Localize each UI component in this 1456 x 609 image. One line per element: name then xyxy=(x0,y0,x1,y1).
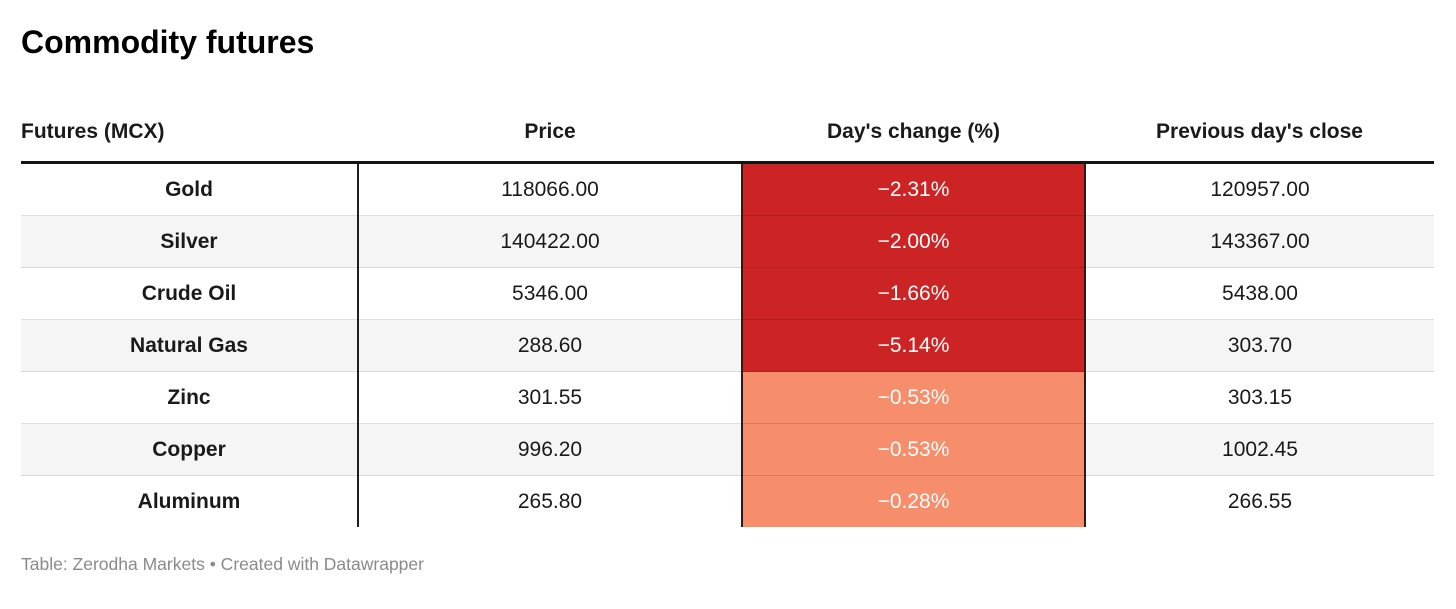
table-row: Copper 996.20 −0.53% 1002.45 xyxy=(21,423,1434,476)
attribution-footer: Table: Zerodha Markets • Created with Da… xyxy=(21,554,424,574)
table-body: Gold 118066.00 −2.31% 120957.00 Silver 140422… xyxy=(21,162,1434,527)
table-row: Natural Gas 288.60 −5.14% 303.70 xyxy=(21,319,1434,372)
days-change-cell: −0.53% xyxy=(741,371,1086,424)
prev-close-cell: 1002.45 xyxy=(1085,423,1434,476)
prev-close-cell: 5438.00 xyxy=(1085,267,1434,320)
days-change-cell: −5.14% xyxy=(741,319,1086,372)
price-cell: 5346.00 xyxy=(358,267,742,320)
commodity-futures-widget: Commodity futures Futures (MCX) Price Da… xyxy=(0,24,1456,575)
header-change: Day's change (%) xyxy=(826,120,1001,143)
prev-close-cell: 266.55 xyxy=(1085,475,1434,527)
price-cell: 288.60 xyxy=(358,319,742,372)
table-row: Zinc 301.55 −0.53% 303.15 xyxy=(21,371,1434,424)
price-cell: 265.80 xyxy=(358,475,742,527)
futures-name-cell: Crude Oil xyxy=(21,267,359,320)
table-header: Futures (MCX) Price Day's change (%) Pre… xyxy=(21,60,1434,163)
header-futures: Futures (MCX) xyxy=(21,120,165,143)
price-cell: 301.55 xyxy=(358,371,742,424)
price-cell: 140422.00 xyxy=(358,215,742,268)
futures-name-cell: Silver xyxy=(21,215,359,268)
page-title: Commodity futures xyxy=(21,24,315,60)
futures-name-cell: Gold xyxy=(21,162,359,216)
days-change-cell: −2.31% xyxy=(741,162,1086,216)
header-price: Price xyxy=(524,120,576,143)
table-row: Gold 118066.00 −2.31% 120957.00 xyxy=(21,162,1434,216)
futures-name-cell: Copper xyxy=(21,423,359,476)
futures-name-cell: Aluminum xyxy=(21,475,359,527)
table-row: Silver 140422.00 −2.00% 143367.00 xyxy=(21,215,1434,268)
futures-name-cell: Zinc xyxy=(21,371,359,424)
prev-close-cell: 303.70 xyxy=(1085,319,1434,372)
prev-close-cell: 120957.00 xyxy=(1210,177,1310,201)
table-row: Aluminum 265.80 −0.28% 266.55 xyxy=(21,475,1434,527)
prev-close-cell: 143367.00 xyxy=(1085,215,1434,268)
days-change-cell: −0.28% xyxy=(741,475,1086,527)
days-change-cell: −1.66% xyxy=(741,267,1086,320)
header-prev-close: Previous day's close xyxy=(1156,120,1363,143)
commodity-futures-table: Futures (MCX) Price Day's change (%) Pre… xyxy=(21,60,1434,527)
days-change-cell: −0.53% xyxy=(741,423,1086,476)
days-change-cell: −2.00% xyxy=(741,215,1086,268)
price-cell: 996.20 xyxy=(358,423,742,476)
price-cell: 118066.00 xyxy=(501,177,599,201)
futures-name-cell: Natural Gas xyxy=(21,319,359,372)
prev-close-cell: 303.15 xyxy=(1085,371,1434,424)
table-row: Crude Oil 5346.00 −1.66% 5438.00 xyxy=(21,267,1434,320)
